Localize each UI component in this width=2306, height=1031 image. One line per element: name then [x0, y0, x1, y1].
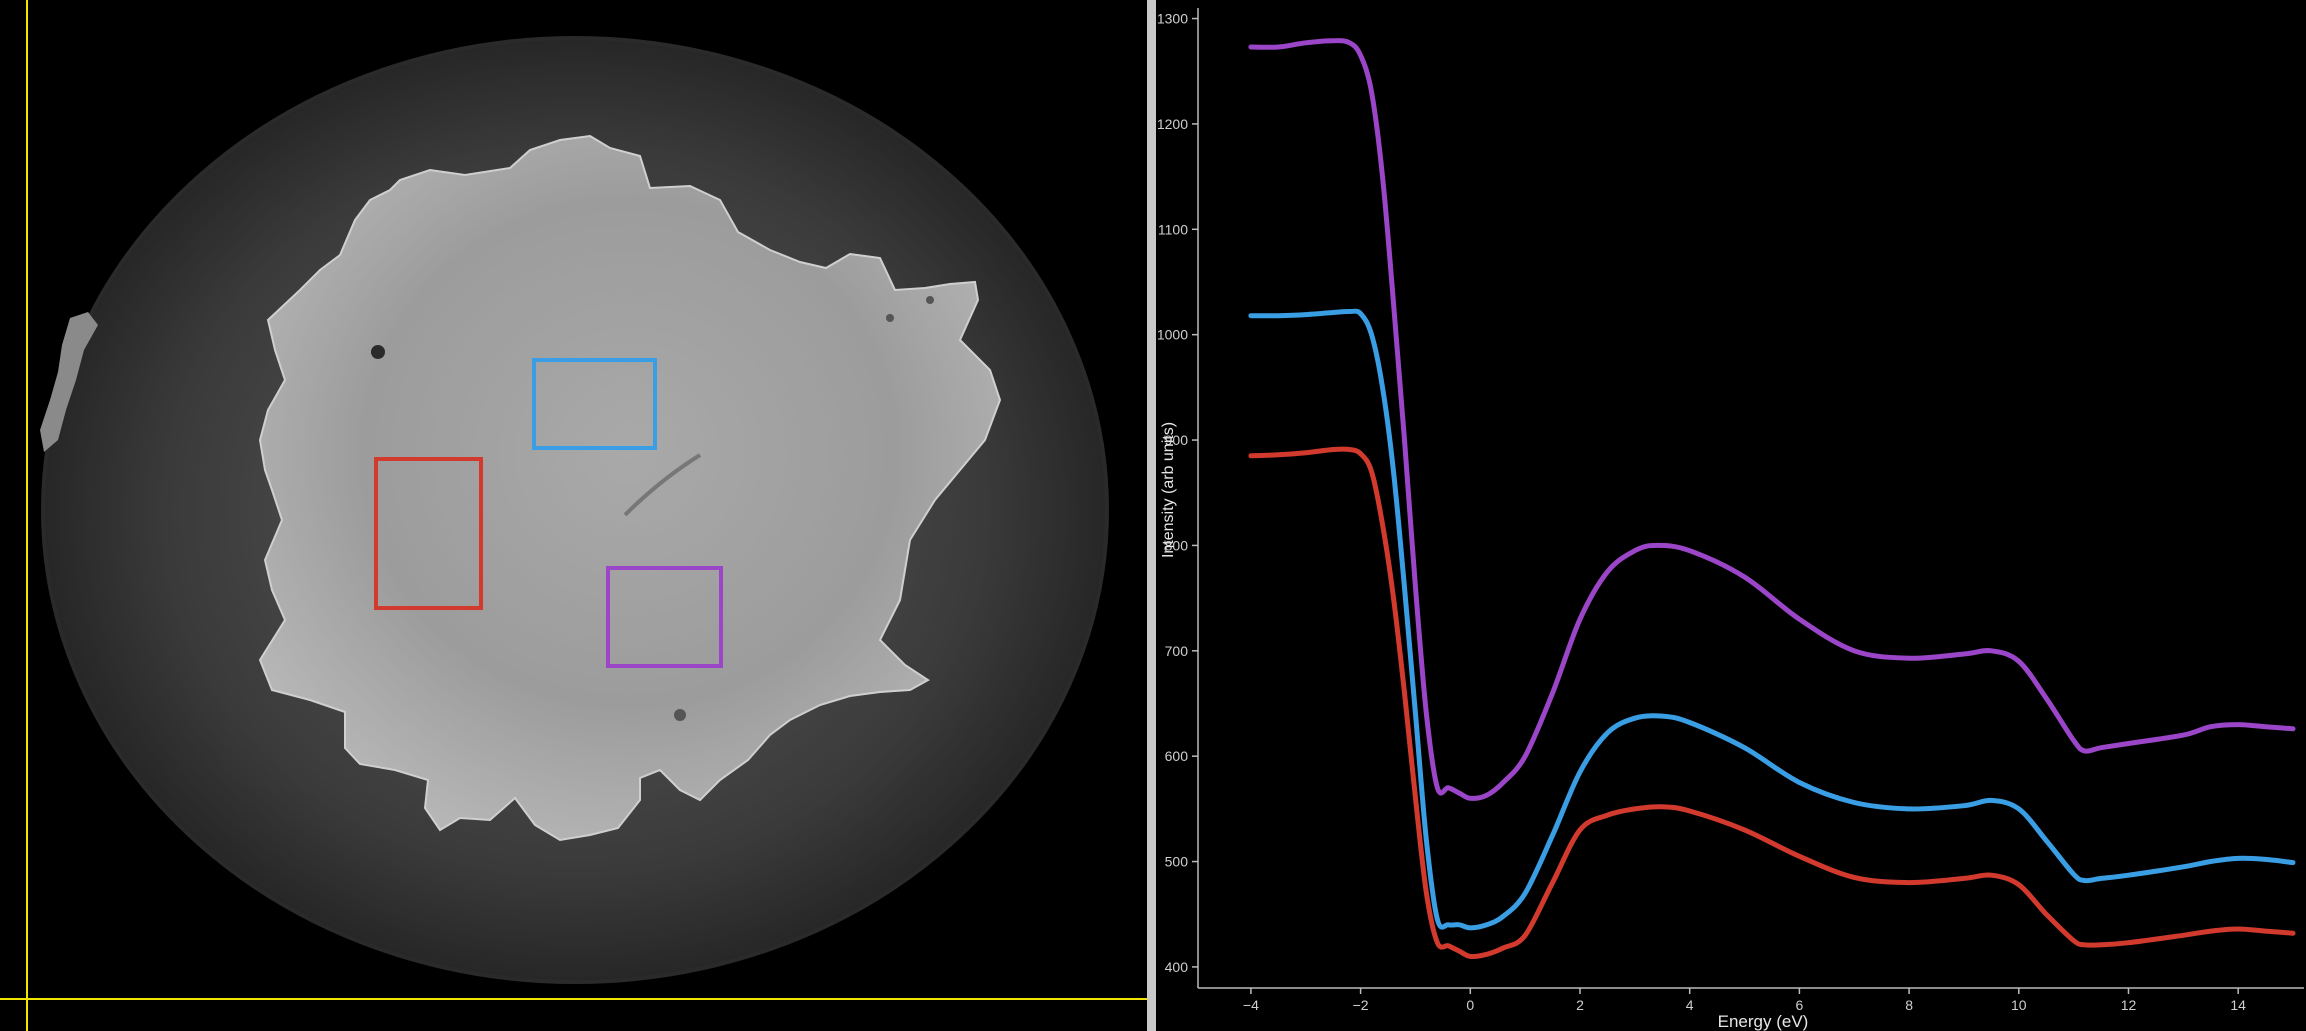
speck — [926, 296, 934, 304]
flake-fragment — [40, 312, 98, 452]
y-tick-label: 700 — [1165, 643, 1189, 659]
spectrum-plot-panel[interactable]: 400 500 600 700 800 900 1000 1100 1200 1300 −4 −2 0 2… — [1156, 0, 2306, 1031]
speck — [674, 709, 686, 721]
purple-roi-box[interactable] — [606, 566, 723, 668]
image-viewer[interactable] — [0, 0, 1147, 1031]
series-line-1 — [1248, 308, 2296, 931]
y-tick-label: 500 — [1165, 854, 1189, 870]
x-tick-label: 6 — [1795, 997, 1803, 1013]
x-tick-label: 8 — [1905, 997, 1913, 1013]
blue-roi-box[interactable] — [532, 358, 657, 450]
image-viewer-canvas[interactable] — [0, 0, 1147, 1031]
speck — [371, 345, 385, 359]
chart-series — [1248, 38, 2296, 960]
y-tick-label: 600 — [1165, 748, 1189, 764]
x-tick-label: 4 — [1686, 997, 1694, 1013]
y-tick-label: 400 — [1165, 959, 1189, 975]
y-tick-label: 1000 — [1157, 327, 1188, 343]
series-line-0 — [1248, 38, 2296, 801]
y-tick-label: 1300 — [1157, 11, 1188, 27]
speck — [886, 314, 894, 322]
x-tick-label: 0 — [1466, 997, 1474, 1013]
chart-axes: 400 500 600 700 800 900 1000 1100 1200 1300 −4 −2 0 2… — [1157, 8, 2304, 1013]
x-tick-label: 2 — [1576, 997, 1584, 1013]
y-axis-label: Intensity (arb units) — [1160, 422, 1177, 558]
spectrum-chart[interactable]: 400 500 600 700 800 900 1000 1100 1200 1300 −4 −2 0 2… — [1156, 0, 2306, 1031]
x-tick-label: 12 — [2121, 997, 2137, 1013]
x-tick-label: −4 — [1243, 997, 1259, 1013]
y-tick-label: 1100 — [1158, 221, 1188, 237]
red-roi-box[interactable] — [374, 457, 483, 610]
y-tick-label: 800 — [1165, 537, 1189, 553]
flake-crease — [623, 453, 702, 517]
x-tick-label: 14 — [2230, 997, 2246, 1013]
x-tick-label: −2 — [1353, 997, 1369, 1013]
y-tick-label: 900 — [1165, 432, 1189, 448]
flake-region — [258, 134, 1002, 842]
y-tick-label: 1200 — [1157, 116, 1188, 132]
panel-splitter[interactable] — [1147, 0, 1156, 1031]
x-tick-label: 10 — [2011, 997, 2027, 1013]
x-axis-label: Energy (eV) — [1718, 1012, 1809, 1031]
series-line-2 — [1248, 446, 2296, 960]
